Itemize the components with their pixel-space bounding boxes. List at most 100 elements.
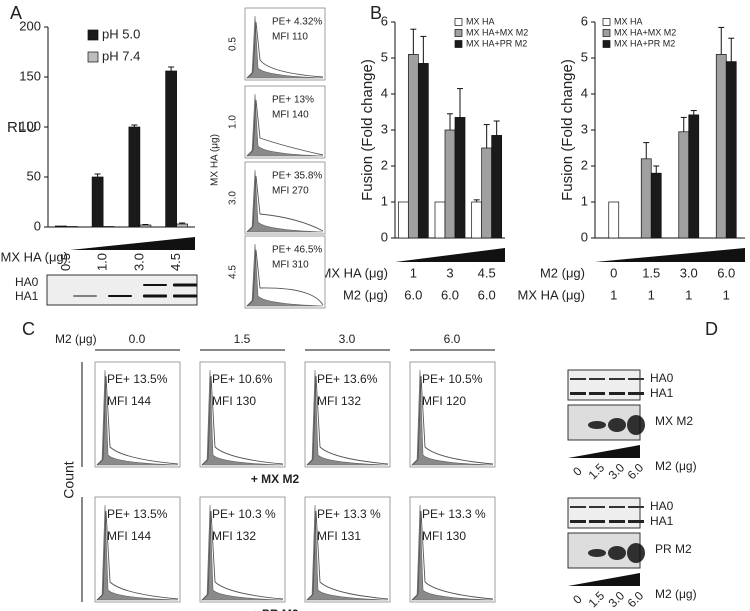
x-axis-label: M2 (μg) bbox=[540, 265, 585, 280]
pe-text: PE+ 10.3 % bbox=[212, 507, 276, 521]
y-axis-label: Fusion (Fold change) bbox=[359, 59, 376, 201]
histogram-sample bbox=[306, 375, 389, 466]
mfi-text: MFI 132 bbox=[317, 394, 361, 408]
legend-swatch bbox=[602, 40, 611, 48]
y-tick-label: 4 bbox=[381, 85, 388, 100]
bar bbox=[139, 224, 152, 228]
y-tick-label: 1 bbox=[381, 193, 388, 208]
bar bbox=[176, 223, 188, 228]
pe-text: PE+ 13.5% bbox=[107, 507, 168, 521]
pe-text: PE+ 10.5% bbox=[422, 372, 483, 386]
panel-label: B bbox=[370, 3, 382, 23]
row-label: + MX M2 bbox=[251, 472, 300, 486]
blot-band bbox=[589, 506, 605, 508]
y-tick-label: 5 bbox=[581, 49, 588, 64]
legend-label: MX HA+PR M2 bbox=[466, 38, 527, 48]
bar bbox=[608, 201, 620, 239]
histogram-control bbox=[246, 15, 324, 79]
x-row-value: 1 bbox=[723, 287, 730, 302]
histogram-frame bbox=[304, 496, 391, 603]
mfi-text: MFI 130 bbox=[212, 394, 256, 408]
bar bbox=[454, 117, 466, 239]
dose-title: M2 (μg) bbox=[655, 587, 697, 601]
histogram-frame bbox=[304, 361, 391, 468]
panel-label: C bbox=[22, 319, 35, 339]
x-row-label: M2 (μg) bbox=[343, 287, 388, 302]
x-tick-label: 4.5 bbox=[478, 265, 496, 280]
dose-label: 0 bbox=[570, 464, 585, 479]
blot-band bbox=[628, 392, 644, 395]
dose-label: 6.0 bbox=[444, 332, 461, 346]
x-tick-label: 1 bbox=[410, 265, 417, 280]
bar bbox=[678, 131, 690, 239]
y-tick-label: 5 bbox=[381, 49, 388, 64]
panel-label: D bbox=[705, 319, 718, 339]
dose-wedge bbox=[568, 445, 640, 458]
legend-label: MX HA+MX M2 bbox=[466, 27, 528, 37]
bar bbox=[55, 225, 67, 228]
legend-label: MX HA bbox=[466, 16, 495, 26]
x-tick-label: 4.5 bbox=[168, 253, 183, 271]
blot bbox=[46, 274, 198, 306]
mfi-text: MFI 120 bbox=[422, 394, 466, 408]
row-label: + PR M2 bbox=[251, 607, 298, 611]
blot-band bbox=[589, 392, 605, 395]
blot-band bbox=[173, 294, 197, 298]
histogram-sample bbox=[96, 510, 179, 601]
blot-band bbox=[609, 378, 625, 380]
bar bbox=[725, 61, 737, 239]
y-tick-label: 3 bbox=[581, 121, 588, 136]
legend-label: MX HA+PR M2 bbox=[614, 38, 675, 48]
x-row-value: 6.0 bbox=[404, 287, 422, 302]
histogram-sample bbox=[306, 510, 389, 601]
bar bbox=[444, 129, 456, 239]
histogram-sample bbox=[246, 249, 324, 307]
blot-band bbox=[588, 421, 606, 429]
y-tick-label: 1 bbox=[581, 193, 588, 208]
blot-band bbox=[608, 546, 626, 560]
blot-band bbox=[570, 506, 586, 508]
dose-label: 1.5 bbox=[586, 588, 608, 610]
bar bbox=[650, 172, 662, 239]
histogram-control bbox=[246, 169, 324, 233]
dose-wedge bbox=[395, 248, 505, 262]
y-tick-label: 6 bbox=[581, 13, 588, 28]
x-axis-label: MX HA (μg) bbox=[321, 265, 388, 280]
legend-label: pH 5.0 bbox=[102, 26, 140, 41]
y-tick-label: 2 bbox=[581, 157, 588, 172]
x-tick-label: 6.0 bbox=[717, 265, 735, 280]
legend-swatch bbox=[454, 40, 463, 48]
x-axis-label: MX HA (μg) bbox=[1, 249, 68, 264]
x-tick-label: 3.0 bbox=[680, 265, 698, 280]
dose-label: 3.0 bbox=[606, 460, 628, 482]
blot-band bbox=[609, 392, 625, 395]
histogram-frame bbox=[409, 496, 496, 603]
histogram-control bbox=[306, 504, 389, 601]
pe-text: PE+ 13.3 % bbox=[422, 507, 486, 521]
x-tick-label: 0 bbox=[610, 265, 617, 280]
histogram-sample bbox=[246, 21, 324, 79]
bar bbox=[417, 63, 429, 239]
histogram-frame bbox=[199, 361, 286, 468]
blot-band bbox=[628, 378, 644, 380]
x-tick-label: 1.0 bbox=[95, 253, 110, 271]
legend-swatch bbox=[602, 18, 611, 26]
dose-wedge bbox=[595, 248, 745, 262]
dose-wedge bbox=[70, 237, 195, 250]
y-axis-label: RLU bbox=[7, 119, 37, 136]
mfi-text: MFI 131 bbox=[317, 529, 361, 543]
blot-band bbox=[589, 520, 605, 523]
x-tick-label: 3.0 bbox=[131, 253, 146, 271]
bar bbox=[165, 70, 177, 228]
bar bbox=[397, 201, 409, 239]
dose-label: 3.0 bbox=[606, 588, 628, 610]
bar bbox=[91, 176, 104, 228]
histogram-control bbox=[201, 504, 284, 601]
legend-label: MX HA+MX M2 bbox=[614, 27, 676, 37]
band-label: HA1 bbox=[15, 289, 39, 303]
blot-band bbox=[609, 520, 625, 523]
y-tick-label: 0 bbox=[581, 229, 588, 244]
bar bbox=[128, 126, 141, 228]
pe-text: PE+ 46.5% bbox=[272, 245, 322, 256]
